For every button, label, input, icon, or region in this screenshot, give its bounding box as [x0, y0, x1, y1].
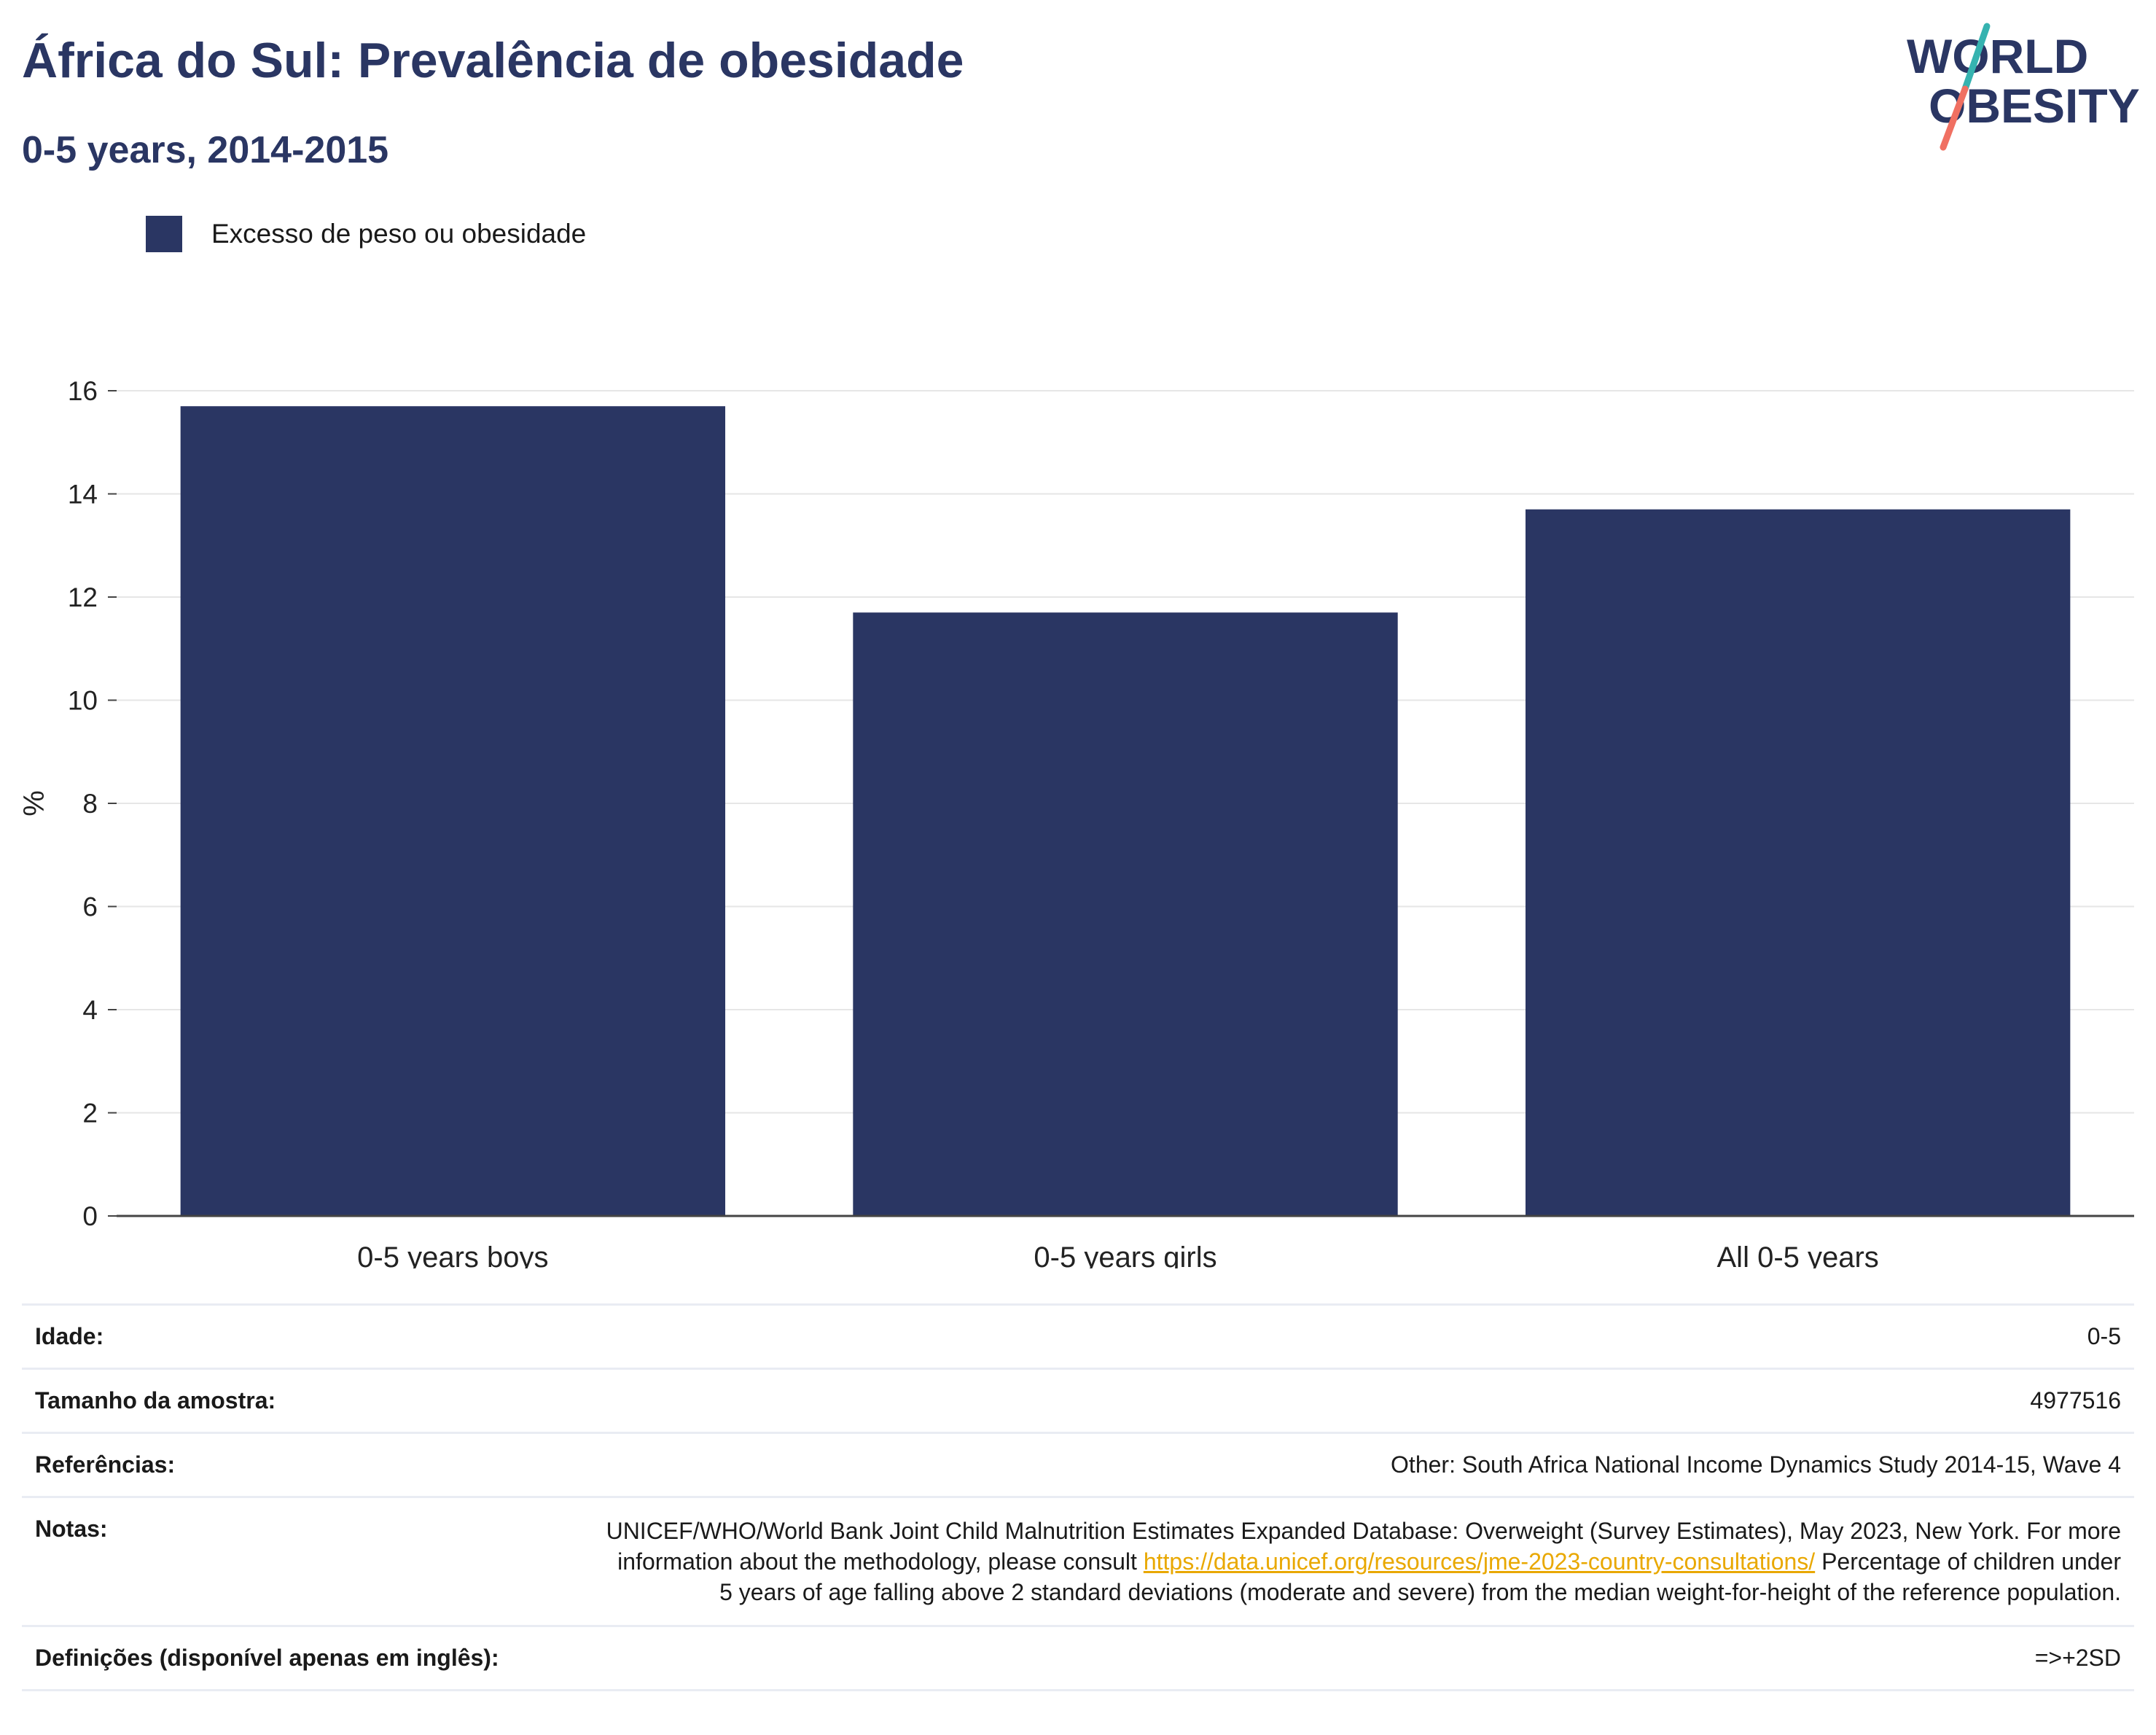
- y-tick-label: 4: [82, 995, 98, 1025]
- y-tick-label: 6: [82, 892, 98, 922]
- notes-label: Notas:: [35, 1516, 108, 1542]
- logo-slash-coral: [1940, 85, 1969, 151]
- definitions-label: Definições (disponível apenas em inglês)…: [35, 1645, 499, 1671]
- y-axis-title: %: [18, 790, 50, 816]
- world-obesity-logo: WORLD OBESITY: [1907, 23, 2140, 151]
- logo-text-world: WORLD: [1907, 29, 2088, 83]
- notes-value: UNICEF/WHO/World Bank Joint Child Malnut…: [605, 1516, 2121, 1607]
- age-label: Idade:: [35, 1323, 104, 1349]
- y-tick-label: 16: [68, 376, 98, 406]
- age-value: 0-5: [2087, 1323, 2121, 1349]
- unicef-methodology-link[interactable]: https://data.unicef.org/resources/jme-20…: [1143, 1548, 1816, 1575]
- notes-text-1: UNICEF/WHO/World Bank Joint Child Malnut…: [606, 1518, 2121, 1575]
- bars: [180, 406, 2071, 1216]
- chart-subtitle: 0-5 years, 2014-2015: [22, 129, 389, 171]
- axes: 0 2 4 6 8 10 12 14 16 0-5 years boys 0-5 years gir…: [18, 376, 2134, 1268]
- info-row-references: Referências: Other: South Africa Nationa…: [22, 1432, 2134, 1496]
- chart-legend[interactable]: Excesso de peso ou obesidade: [146, 216, 586, 252]
- references-label: Referências:: [35, 1451, 176, 1478]
- info-row-notes: Notas: UNICEF/WHO/World Bank Joint Child…: [22, 1496, 2134, 1625]
- y-tick-label: 10: [68, 686, 98, 716]
- y-tick-label: 8: [82, 789, 98, 819]
- info-table: Idade: 0-5 Tamanho da amostra: 4977516 R…: [22, 1303, 2134, 1691]
- logo-slash-teal: [1961, 23, 1991, 93]
- chart-title: África do Sul: Prevalência de obesidade: [22, 33, 964, 88]
- x-category-label: 0-5 years girls: [1034, 1241, 1216, 1268]
- notes-text-2: Percentage of children under 5 years of …: [719, 1548, 2121, 1605]
- bar-chart: 0 2 4 6 8 10 12 14 16 0-5 years boys 0-5 years gir…: [18, 376, 2134, 1268]
- info-row-age: Idade: 0-5: [22, 1303, 2134, 1368]
- info-row-sample: Tamanho da amostra: 4977516: [22, 1368, 2134, 1432]
- y-tick-label: 12: [68, 582, 98, 612]
- legend-label: Excesso de peso ou obesidade: [211, 219, 587, 249]
- y-tick-label: 14: [68, 480, 98, 510]
- bar[interactable]: [853, 612, 1398, 1216]
- legend-swatch: [146, 216, 182, 252]
- bar[interactable]: [1525, 509, 2071, 1216]
- y-tick-label: 0: [82, 1201, 98, 1231]
- sample-size-value: 4977516: [2030, 1387, 2121, 1414]
- y-tick-label: 2: [82, 1099, 98, 1128]
- references-value: Other: South Africa National Income Dyna…: [1391, 1451, 2121, 1478]
- info-row-definitions: Definições (disponível apenas em inglês)…: [22, 1625, 2134, 1691]
- x-category-label: All 0-5 years: [1717, 1241, 1879, 1268]
- sample-size-label: Tamanho da amostra:: [35, 1387, 276, 1414]
- x-category-label: 0-5 years boys: [357, 1241, 548, 1268]
- bar[interactable]: [180, 406, 726, 1216]
- definitions-value: =>+2SD: [2034, 1645, 2121, 1671]
